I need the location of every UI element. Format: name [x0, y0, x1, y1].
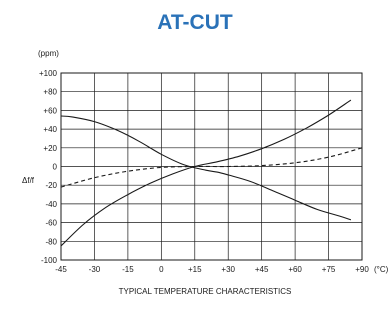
x-tick-label: +75	[322, 265, 336, 274]
y-tick-label: +20	[43, 144, 57, 153]
y-tick-label: +100	[39, 69, 58, 78]
x-tick-label: +45	[255, 265, 269, 274]
series-line-1	[60, 115, 352, 221]
y-tick-label: -20	[45, 181, 57, 190]
series-line-3	[60, 147, 363, 188]
x-tick-label: -15	[122, 265, 134, 274]
y-tick-label: -60	[45, 219, 57, 228]
y-unit-label: (ppm)	[38, 49, 59, 58]
series-lines	[60, 99, 363, 247]
series-line-2	[60, 99, 352, 247]
y-tick-label: -80	[45, 237, 57, 246]
grid	[60, 72, 363, 261]
y-tick-label: +40	[43, 125, 57, 134]
plot-frame	[60, 72, 363, 261]
y-axis-label: Δf/f	[22, 176, 35, 185]
y-tick-label: +60	[43, 106, 57, 115]
y-tick-label: 0	[53, 163, 58, 172]
y-tick-label: -40	[45, 200, 57, 209]
x-unit-label: (°C)	[374, 265, 389, 274]
x-tick-label: +90	[355, 265, 369, 274]
x-tick-label: +15	[188, 265, 202, 274]
x-tick-label: -45	[55, 265, 67, 274]
x-tick-label: +30	[221, 265, 235, 274]
x-axis-title: TYPICAL TEMPERATURE CHARACTERISTICS	[119, 287, 292, 296]
y-tick-label: +80	[43, 88, 57, 97]
chart-title: AT-CUT	[157, 11, 233, 34]
x-tick-label: -30	[89, 265, 101, 274]
x-tick-label: +60	[288, 265, 302, 274]
tick-labels: -45 -30 -15 0 +15 +30 +45 +60 +75 +90 +100 +80 +60 +4…	[39, 69, 369, 274]
y-tick-label: -100	[41, 256, 58, 265]
x-tick-label: 0	[159, 265, 164, 274]
